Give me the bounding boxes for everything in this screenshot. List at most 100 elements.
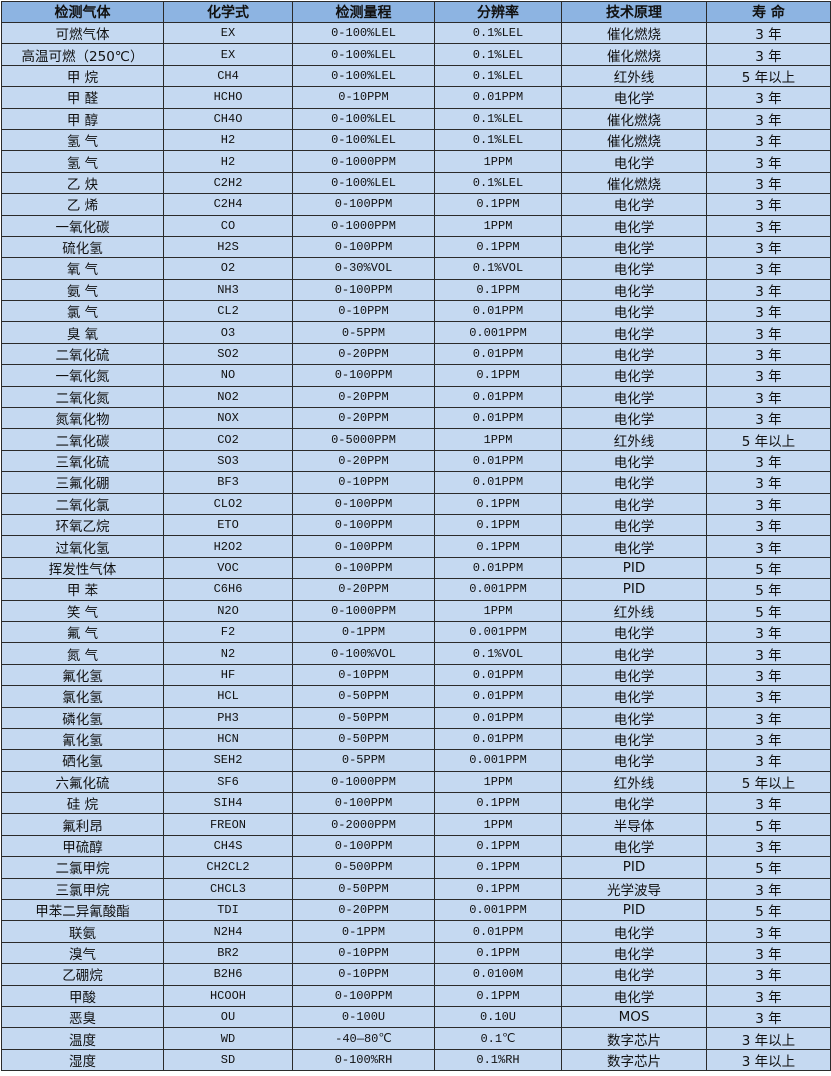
table-row: 二氯甲烷 CH2CL2 0-500PPM 0.1PPM PID 5 年 [1, 856, 831, 879]
gas-cell: 乙硼烷 [1, 963, 164, 986]
table-row: 三氯甲烷 CHCL3 0-50PPM 0.1PPM 光学波导 3 年 [1, 877, 831, 901]
lifespan-cell: 3 年 [706, 43, 831, 66]
formula-cell: SD [163, 1048, 293, 1072]
range-cell: 0-10PPM [292, 471, 435, 494]
range-cell: 0-20PPM [292, 407, 435, 430]
principle-cell: PID [561, 578, 707, 601]
gas-cell: 硫化氢 [1, 235, 164, 259]
header-row: 检测气体 化学式 检测量程 分辨率 技术原理 寿 命 [1, 1, 831, 23]
resolution-cell: 0.1PPM [434, 364, 562, 387]
lifespan-cell: 5 年 [706, 813, 831, 836]
lifespan-cell: 3 年 [706, 214, 831, 237]
range-cell: 0-20PPM [292, 449, 435, 473]
table-row: 可燃气体 EX 0-100%LEL 0.1%LEL 催化燃烧 3 年 [1, 21, 831, 45]
formula-cell: C6H6 [163, 578, 293, 601]
resolution-cell: 0.01PPM [434, 706, 562, 729]
principle-cell: 电化学 [561, 300, 707, 323]
range-cell: 0-2000PPM [292, 813, 435, 836]
range-cell: 0-50PPM [292, 877, 435, 901]
gas-cell: 甲苯二异氰酸酯 [1, 899, 164, 922]
range-cell: 0-10PPM [292, 941, 435, 965]
range-cell: 0-100%LEL [292, 128, 435, 152]
resolution-cell: 0.001PPM [434, 321, 562, 344]
gas-cell: 联氨 [1, 920, 164, 943]
resolution-cell: 0.1PPM [434, 834, 562, 858]
formula-cell: NO2 [163, 385, 293, 409]
table-row: 乙硼烷 B2H6 0-10PPM 0.0100M 电化学 3 年 [1, 963, 831, 986]
lifespan-cell: 5 年以上 [706, 64, 831, 88]
gas-cell: 一氧化氮 [1, 364, 164, 387]
gas-cell: 氟化氢 [1, 663, 164, 687]
principle-cell: 催化燃烧 [561, 171, 707, 195]
table-row: 恶臭 OU 0-100U 0.10U MOS 3 年 [1, 1005, 831, 1029]
formula-cell: CH4O [163, 107, 293, 130]
resolution-cell: 0.001PPM [434, 899, 562, 922]
principle-cell: 电化学 [561, 984, 707, 1007]
resolution-cell: 0.01PPM [434, 727, 562, 751]
table-row: 二氧化氮 NO2 0-20PPM 0.01PPM 电化学 3 年 [1, 385, 831, 409]
principle-cell: 电化学 [561, 663, 707, 687]
range-cell: 0-20PPM [292, 342, 435, 366]
table-row: 甲苯二异氰酸酯 TDI 0-20PPM 0.001PPM PID 5 年 [1, 899, 831, 922]
gas-cell: 挥发性气体 [1, 556, 164, 580]
range-cell: 0-100PPM [292, 513, 435, 537]
table-row: 高温可燃（250℃） EX 0-100%LEL 0.1%LEL 催化燃烧 3 年 [1, 43, 831, 66]
lifespan-cell: 3 年 [706, 685, 831, 708]
resolution-cell: 0.01PPM [434, 300, 562, 323]
range-cell: 0-100PPM [292, 535, 435, 558]
gas-cell: 二氧化碳 [1, 428, 164, 451]
principle-cell: 电化学 [561, 257, 707, 280]
range-cell: 0-1000PPM [292, 150, 435, 173]
table-row: 氮氧化物 NOX 0-20PPM 0.01PPM 电化学 3 年 [1, 407, 831, 430]
resolution-cell: 0.0100M [434, 963, 562, 986]
formula-cell: CH4 [163, 64, 293, 88]
lifespan-cell: 3 年 [706, 513, 831, 537]
formula-cell: N2H4 [163, 920, 293, 943]
resolution-cell: 0.01PPM [434, 86, 562, 109]
resolution-cell: 0.1%LEL [434, 64, 562, 88]
resolution-cell: 0.1PPM [434, 193, 562, 216]
table-row: 氟利昂 FREON 0-2000PPM 1PPM 半导体 5 年 [1, 813, 831, 836]
principle-cell: 红外线 [561, 599, 707, 622]
lifespan-cell: 3 年以上 [706, 1048, 831, 1072]
resolution-cell: 0.001PPM [434, 749, 562, 772]
lifespan-cell: 3 年 [706, 834, 831, 858]
table-row: 氮 气 N2 0-100%VOL 0.1%VOL 电化学 3 年 [1, 642, 831, 665]
lifespan-cell: 3 年 [706, 727, 831, 751]
lifespan-cell: 3 年 [706, 128, 831, 152]
principle-cell: 数字芯片 [561, 1048, 707, 1072]
principle-cell: 电化学 [561, 642, 707, 665]
lifespan-cell: 3 年 [706, 107, 831, 130]
range-cell: 0-100PPM [292, 834, 435, 858]
gas-cell: 环氧乙烷 [1, 513, 164, 537]
resolution-cell: 1PPM [434, 770, 562, 794]
principle-cell: 电化学 [561, 920, 707, 943]
table-row: 硅 烷 SIH4 0-100PPM 0.1PPM 电化学 3 年 [1, 792, 831, 815]
principle-cell: 红外线 [561, 64, 707, 88]
header-resolution: 分辨率 [434, 1, 562, 23]
table-row: 氯化氢 HCL 0-50PPM 0.01PPM 电化学 3 年 [1, 685, 831, 708]
lifespan-cell: 3 年 [706, 321, 831, 344]
principle-cell: 催化燃烧 [561, 128, 707, 152]
gas-cell: 甲酸 [1, 984, 164, 1007]
resolution-cell: 1PPM [434, 150, 562, 173]
formula-cell: NH3 [163, 278, 293, 302]
table-row: 三氧化硫 SO3 0-20PPM 0.01PPM 电化学 3 年 [1, 449, 831, 473]
principle-cell: 电化学 [561, 513, 707, 537]
principle-cell: 红外线 [561, 428, 707, 451]
principle-cell: 电化学 [561, 214, 707, 237]
lifespan-cell: 3 年 [706, 642, 831, 665]
lifespan-cell: 3 年 [706, 963, 831, 986]
principle-cell: 电化学 [561, 364, 707, 387]
table-body: 可燃气体 EX 0-100%LEL 0.1%LEL 催化燃烧 3 年高温可燃（250℃） E… [1, 21, 831, 1072]
lifespan-cell: 5 年 [706, 556, 831, 580]
range-cell: 0-100PPM [292, 984, 435, 1007]
header-range: 检测量程 [292, 1, 435, 23]
resolution-cell: 0.001PPM [434, 620, 562, 644]
principle-cell: 光学波导 [561, 877, 707, 901]
lifespan-cell: 3 年 [706, 792, 831, 815]
lifespan-cell: 3 年 [706, 492, 831, 515]
formula-cell: SO2 [163, 342, 293, 366]
gas-cell: 一氧化碳 [1, 214, 164, 237]
principle-cell: 电化学 [561, 941, 707, 965]
